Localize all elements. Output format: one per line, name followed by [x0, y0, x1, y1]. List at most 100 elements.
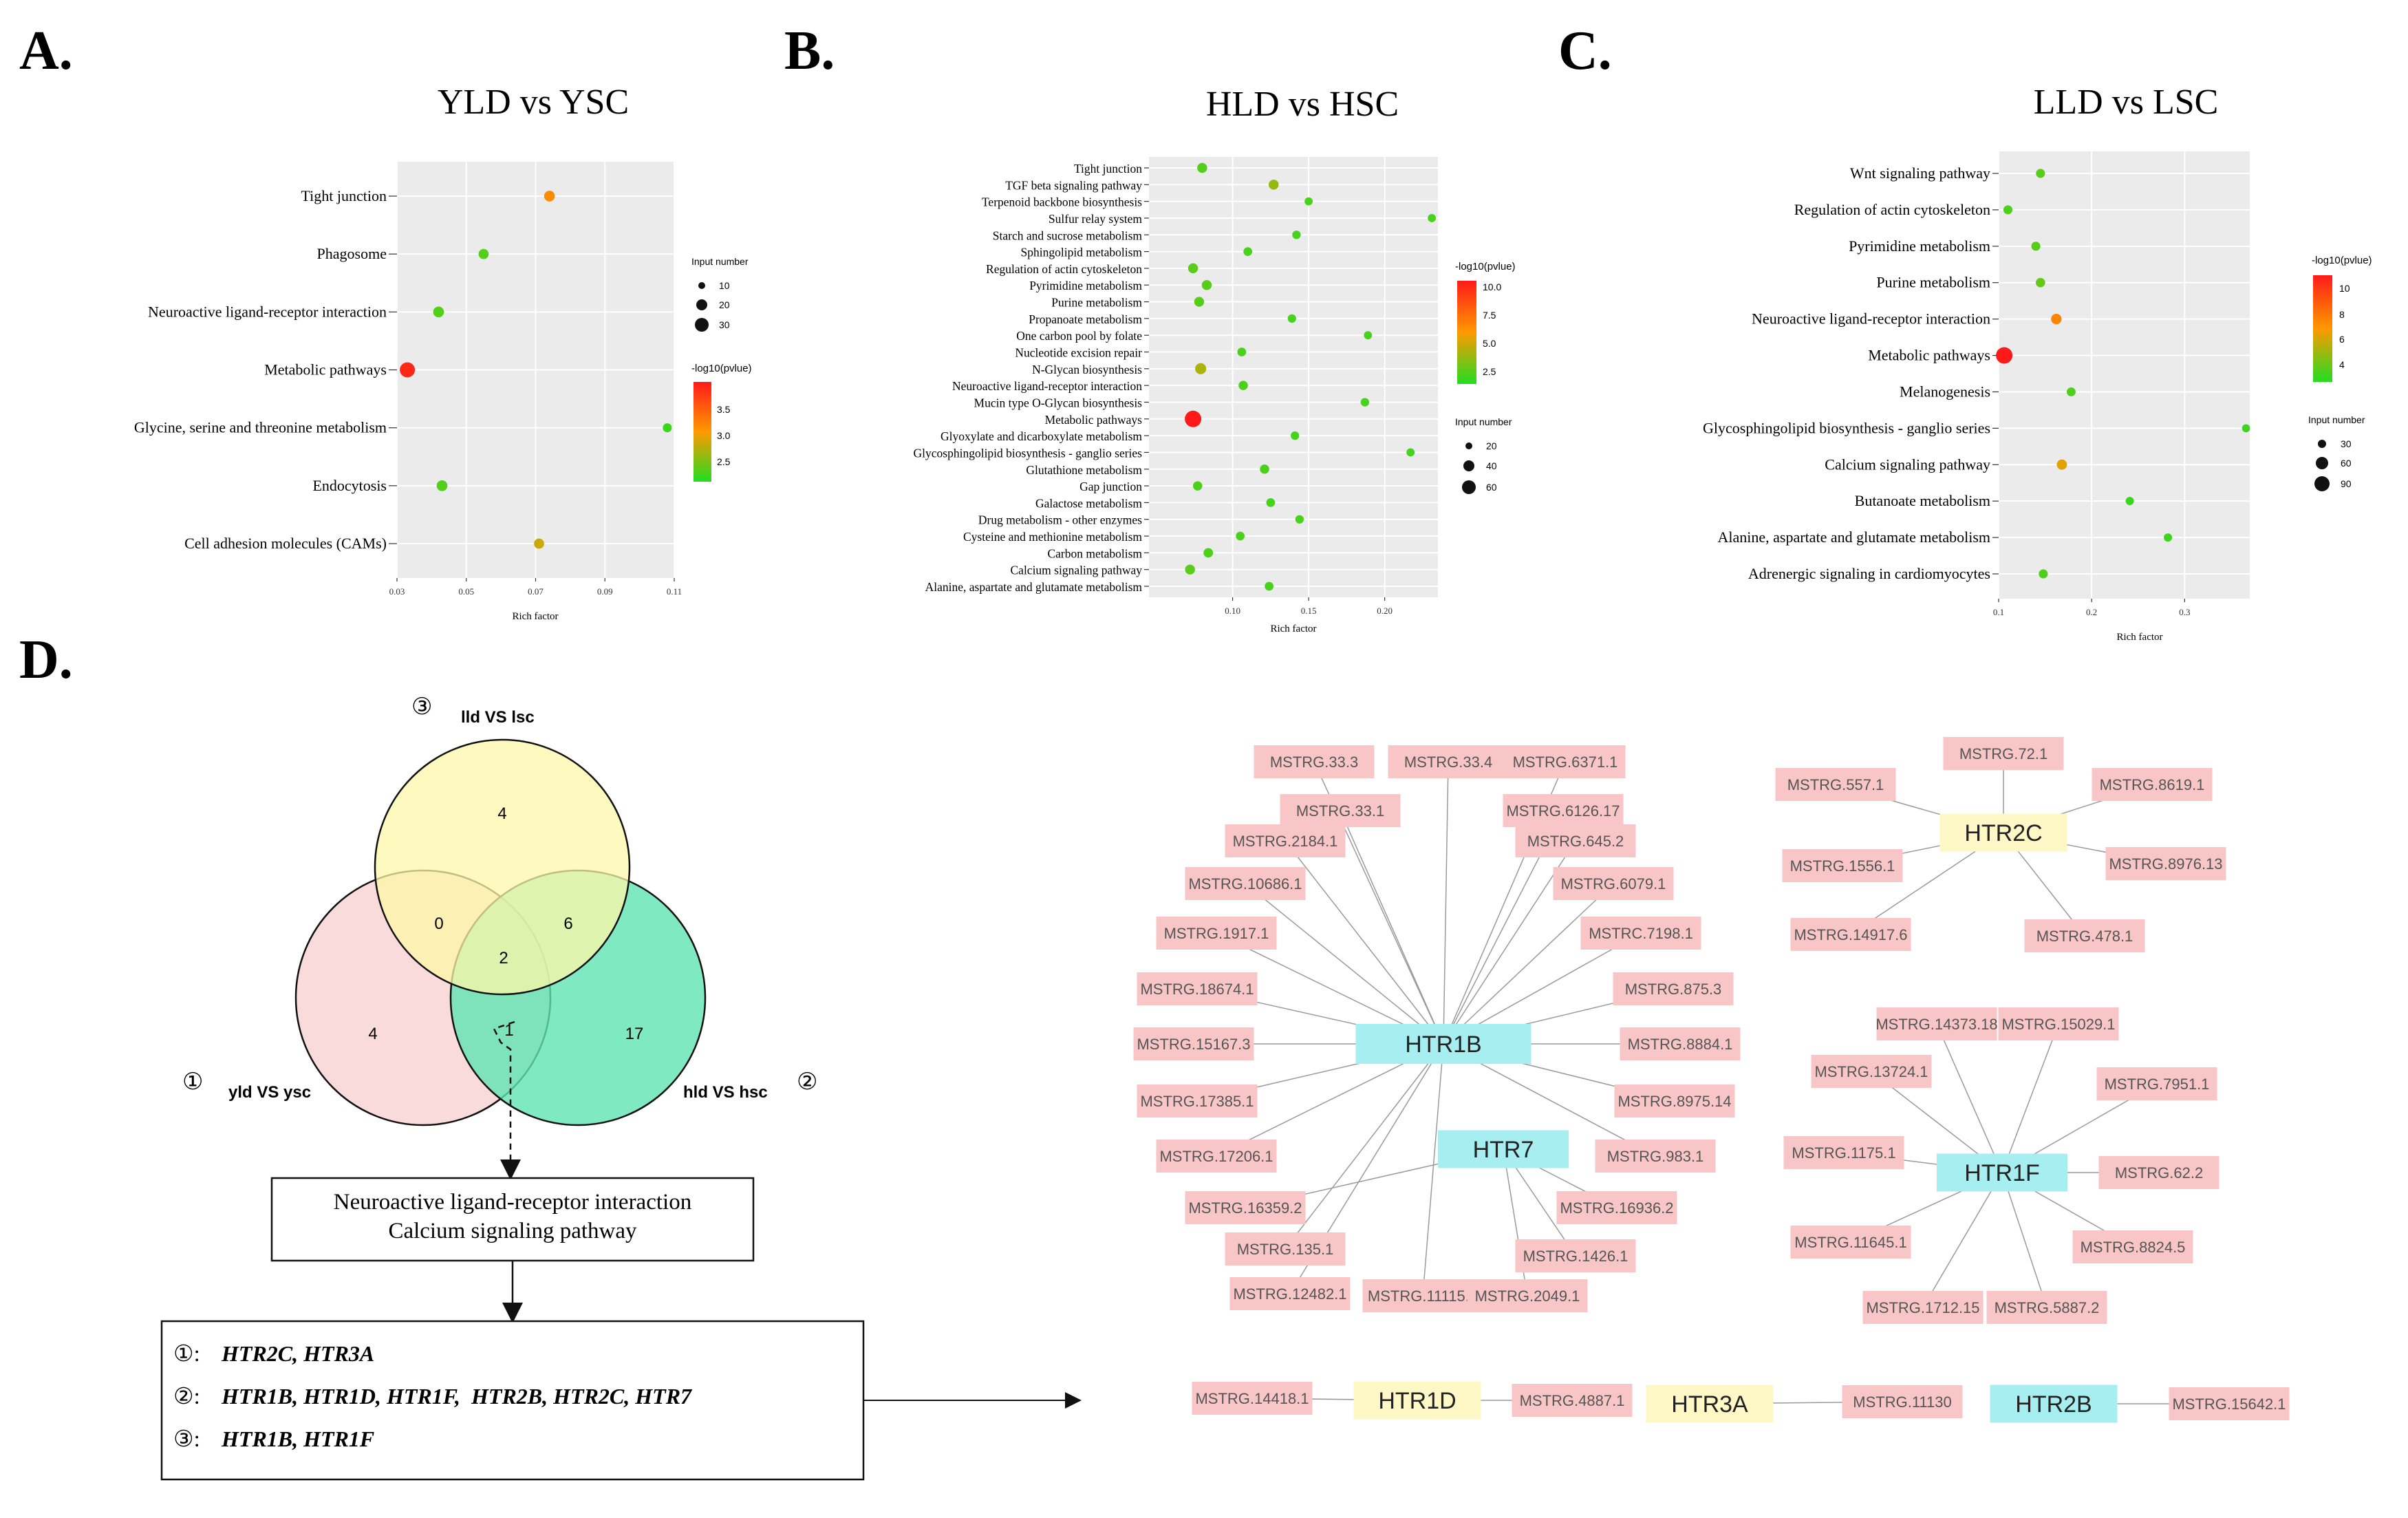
- network-node-box: [1362, 1279, 1483, 1312]
- network-edge: [1443, 761, 1449, 1045]
- network-hub-label: HTR3A: [1671, 1391, 1748, 1418]
- chart-b-size-legend-dot-2: [1463, 460, 1474, 471]
- chart-b-point: [1292, 231, 1301, 239]
- network-node-label: MSTRG.1175.1: [1792, 1144, 1895, 1162]
- network-node-box: [1505, 745, 1626, 778]
- chart-b-pathway-label: Galactose metabolism: [1035, 496, 1142, 510]
- chart-b-size-legend-label-2: 40: [1486, 460, 1497, 471]
- chart-c-pathway-label: Wnt signaling pathway: [1850, 164, 1990, 182]
- network-node-label: MSTRG.15029.1: [2001, 1016, 2115, 1033]
- chart-b-pathway-label: Nucleotide excision repair: [1015, 346, 1142, 360]
- chart-b-pathway-label: Propanoate metabolism: [1029, 312, 1142, 326]
- chart-b-color-legend-tick-2: 7.5: [1483, 310, 1496, 321]
- chart-b-point: [1197, 162, 1207, 173]
- network-node: MSTRG.983.1: [1595, 1140, 1716, 1173]
- network-node-box: [2072, 1230, 2193, 1263]
- network-node: MSTRG.1426.1: [1515, 1239, 1636, 1272]
- network-node: MSTRG.16936.2: [1556, 1191, 1677, 1224]
- chart-c-color-legend-tick-1: 10: [2339, 283, 2350, 294]
- network-node: MSTRG.6371.1: [1505, 745, 1626, 778]
- network-node: MSTRG.6126.17: [1503, 794, 1624, 827]
- network-node-label: MSTRG.62.2: [2115, 1164, 2203, 1182]
- network-node-box: [1225, 824, 1346, 857]
- chart-b-pathway-label: Sulfur relay system: [1049, 212, 1142, 226]
- network-node-box: [1388, 745, 1509, 778]
- chart-b-pathway-label: Drug metabolism - other enzymes: [978, 513, 1142, 527]
- chart-c-point: [2067, 387, 2076, 396]
- network-hub-htr2b: HTR2B: [1990, 1385, 2118, 1423]
- network-node: MSTRG.1712.15: [1862, 1291, 1984, 1324]
- venn-dashed-arrow: [493, 1020, 521, 1180]
- network-hub-box: [1353, 1381, 1481, 1420]
- venn-count-lld-only: 4: [497, 804, 506, 823]
- chart-b-point: [1269, 180, 1279, 190]
- network-node: MSTRG.135.1: [1225, 1232, 1346, 1265]
- chart-b-pathway-label: N-Glycan biosynthesis: [1032, 363, 1142, 376]
- chart-b-pathway-label: Glyoxylate and dicarboxylate metabolism: [940, 429, 1142, 443]
- network-node-box: [1280, 794, 1401, 827]
- chart-c-color-legend-tick-3: 6: [2339, 334, 2345, 345]
- chart-a-xtick-label: 0.03: [389, 586, 405, 597]
- network-node-label: MSTRG.645.2: [1527, 833, 1624, 850]
- chart-a-xtick-label: 0.07: [528, 586, 544, 597]
- panel-label-c: C.: [1558, 21, 1612, 81]
- network-hub-box: [1990, 1385, 2118, 1423]
- network-node-box: [1986, 1291, 2107, 1324]
- chart-b-size-legend-label-1: 20: [1486, 440, 1497, 451]
- chart-c-point: [1996, 347, 2013, 364]
- network-node-label: MSTRG.33.4: [1404, 753, 1492, 771]
- chart-c-pathway-label: Metabolic pathways: [1868, 347, 1990, 364]
- chart-c-point: [2051, 313, 2062, 325]
- chart-c-pathway-label: Melanogenesis: [1900, 383, 1990, 400]
- network-hub-label: HTR1F: [1964, 1160, 2040, 1186]
- network-hub-label: HTR1B: [1405, 1031, 1481, 1058]
- network-edge: [1443, 883, 1614, 1045]
- chart-a-point: [433, 306, 444, 318]
- network-node-box: [2105, 847, 2226, 880]
- chart-a-size-legend-dot-2: [696, 299, 707, 310]
- chart-a-pathway-label: Tight junction: [301, 187, 387, 204]
- network-node-label: MSTRG.2049.1: [1475, 1287, 1580, 1305]
- chart-c-color-legend-bar: [2313, 275, 2332, 382]
- gene-list-1-mark: ①:: [173, 1342, 200, 1367]
- chart-c-pathway-label: Glycosphingolipid biosynthesis - ganglio…: [1703, 419, 1990, 436]
- network-node-label: MSTRG.6371.1: [1513, 753, 1618, 771]
- network-node: MSTRG.13724.1: [1811, 1055, 1932, 1088]
- chart-c-size-legend-label-3: 90: [2341, 478, 2352, 489]
- network-hub-label: HTR7: [1473, 1137, 1534, 1163]
- chart-a-point: [534, 538, 544, 549]
- network-node: MSTRG.14418.1: [1192, 1382, 1313, 1415]
- network-node-box: [1137, 972, 1258, 1005]
- network-node-box: [2098, 1156, 2219, 1189]
- network-node-label: MSTRG.8824.5: [2081, 1239, 2186, 1256]
- chart-a-point: [663, 423, 672, 433]
- network-node-box: [1862, 1291, 1984, 1324]
- chart-b-pathway-label: Regulation of actin cytoskeleton: [986, 262, 1142, 276]
- pathway-box-line-2: Calcium signaling pathway: [388, 1219, 637, 1243]
- chart-b-plot-area: [1149, 157, 1438, 597]
- network-node: MSTRG.8884.1: [1620, 1027, 1741, 1060]
- network-edge: [1422, 1043, 1444, 1296]
- network-node-box: [1876, 1007, 1997, 1040]
- chart-a-size-legend-label-1: 10: [719, 280, 730, 291]
- chart-a-title: YLD vs YSC: [438, 83, 629, 122]
- venn-count-lld-yld: 0: [434, 915, 443, 933]
- network-node-box: [1790, 918, 1911, 951]
- network-node-box: [1185, 1191, 1306, 1224]
- network-node-label: MSTRG.4887.1: [1520, 1392, 1625, 1409]
- network-edge: [1284, 1043, 1444, 1250]
- network-node-box: [1503, 794, 1624, 827]
- chart-a-pathway-label: Cell adhesion molecules (CAMs): [184, 535, 387, 552]
- chart-c-pathway-label: Alanine, aspartate and glutamate metabol…: [1718, 528, 1990, 546]
- network-node-label: MSTRG.983.1: [1607, 1148, 1704, 1165]
- chart-a-color-legend-tick-1: 3.5: [717, 404, 731, 415]
- pathway-box: [270, 1177, 755, 1262]
- chart-a-size-legend-dot-1: [698, 282, 705, 289]
- chart-b-pathway-label: Starch and sucrose metabolism: [993, 228, 1143, 242]
- chart-c-point: [2031, 242, 2041, 251]
- network-node-box: [1943, 737, 2064, 770]
- chart-c-pathway-label: Adrenergic signaling in cardiomyocytes: [1748, 565, 1990, 582]
- chart-b-size-legend-dot-1: [1465, 442, 1472, 449]
- gene-list-3: HTR1B, HTR1F: [221, 1426, 374, 1451]
- network-node: MSTRG.15167.3: [1133, 1027, 1254, 1060]
